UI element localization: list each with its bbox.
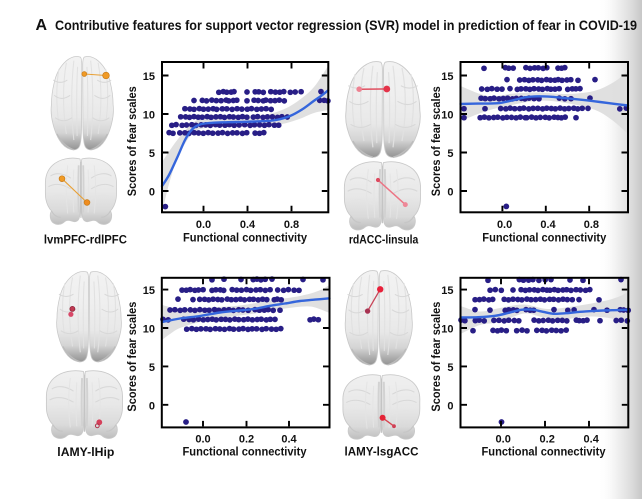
svg-text:Scores of fear scales: Scores of fear scales xyxy=(429,86,443,196)
svg-text:15: 15 xyxy=(441,71,453,83)
svg-text:lvmPFC-rdlPFC: lvmPFC-rdlPFC xyxy=(44,233,127,247)
svg-text:5: 5 xyxy=(149,148,155,160)
svg-text:Scores of fear scales: Scores of fear scales xyxy=(125,86,139,196)
svg-text:Contributive features for supp: Contributive features for support vector… xyxy=(55,17,637,33)
svg-text:lAMY-lHip: lAMY-lHip xyxy=(57,445,114,459)
svg-text:0.4: 0.4 xyxy=(240,219,256,231)
svg-text:15: 15 xyxy=(143,71,155,83)
svg-text:0: 0 xyxy=(149,400,155,412)
svg-text:A: A xyxy=(36,17,48,34)
svg-text:0: 0 xyxy=(447,400,453,412)
svg-text:0.0: 0.0 xyxy=(196,219,211,231)
svg-text:Functional connectivity: Functional connectivity xyxy=(482,445,606,459)
svg-text:Functional connectivity: Functional connectivity xyxy=(482,230,606,244)
svg-text:0.2: 0.2 xyxy=(540,434,555,446)
svg-text:0: 0 xyxy=(149,187,155,199)
svg-text:0: 0 xyxy=(447,187,453,199)
svg-text:Functional connectivity: Functional connectivity xyxy=(183,445,307,459)
svg-text:Scores of fear scales: Scores of fear scales xyxy=(429,301,443,411)
svg-text:0.0: 0.0 xyxy=(496,434,511,446)
svg-text:15: 15 xyxy=(441,285,453,297)
svg-text:0.8: 0.8 xyxy=(584,219,599,231)
svg-text:5: 5 xyxy=(149,362,155,374)
svg-text:10: 10 xyxy=(143,324,155,336)
svg-text:Scores of fear scales: Scores of fear scales xyxy=(125,301,139,411)
svg-text:5: 5 xyxy=(447,148,453,160)
svg-text:0.8: 0.8 xyxy=(284,219,299,231)
svg-text:10: 10 xyxy=(441,324,453,336)
svg-text:10: 10 xyxy=(441,110,453,122)
svg-text:lAMY-lsgACC: lAMY-lsgACC xyxy=(345,445,419,459)
svg-text:0.4: 0.4 xyxy=(584,434,600,446)
svg-text:10: 10 xyxy=(143,110,155,122)
svg-text:5: 5 xyxy=(447,362,453,374)
svg-text:0.2: 0.2 xyxy=(239,434,254,446)
svg-text:0.0: 0.0 xyxy=(497,219,512,231)
svg-text:0.0: 0.0 xyxy=(195,434,210,446)
svg-text:0.4: 0.4 xyxy=(281,434,297,446)
svg-text:rdACC-linsula: rdACC-linsula xyxy=(349,233,419,247)
svg-text:15: 15 xyxy=(143,285,155,297)
svg-text:0.4: 0.4 xyxy=(540,219,556,231)
svg-text:Functional connectivity: Functional connectivity xyxy=(183,230,307,244)
